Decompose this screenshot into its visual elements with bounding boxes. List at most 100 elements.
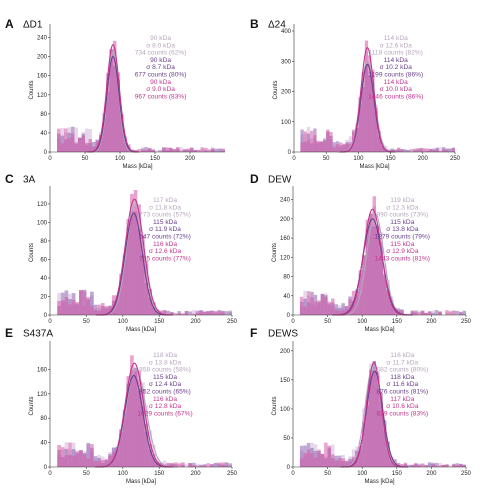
fit-annotation-sigma: σ 12.6 kDa bbox=[380, 42, 413, 49]
x-tick-label: 100 bbox=[118, 471, 129, 477]
histogram-bar bbox=[310, 131, 313, 152]
x-axis-label: Mass [kDa] bbox=[364, 327, 394, 333]
y-axis-label: Counts bbox=[273, 80, 279, 99]
histogram-bar bbox=[185, 464, 189, 467]
x-axis-label: Mass [kDa] bbox=[126, 327, 156, 333]
y-tick-label: 80 bbox=[283, 275, 290, 281]
histogram-bar bbox=[331, 299, 334, 315]
panel-title: ΔD1 bbox=[23, 20, 43, 31]
histogram-bar bbox=[438, 312, 441, 315]
panel-letter: B bbox=[250, 17, 259, 31]
histogram-bar bbox=[211, 148, 215, 152]
y-tick-label: 120 bbox=[37, 392, 48, 398]
x-tick-label: 200 bbox=[191, 471, 202, 477]
panel-letter: A bbox=[5, 17, 14, 31]
histogram-bar bbox=[90, 306, 94, 315]
histogram-bar bbox=[300, 297, 303, 315]
histogram-bar bbox=[217, 463, 221, 467]
histogram-bar bbox=[421, 311, 424, 315]
y-tick-label: 80 bbox=[40, 416, 47, 422]
histogram-bar bbox=[410, 149, 413, 152]
fit-annotation-mass: 114 kDa bbox=[384, 79, 408, 86]
histogram-bar bbox=[75, 451, 79, 467]
x-tick-label: 250 bbox=[450, 156, 461, 162]
histogram-bar bbox=[61, 447, 65, 467]
histogram-bar bbox=[57, 445, 61, 467]
y-tick-label: 240 bbox=[280, 198, 291, 204]
x-tick-label: 0 bbox=[48, 471, 52, 477]
x-tick-label: 100 bbox=[357, 471, 368, 477]
fit-annotation-sigma: σ 12.4 kDa bbox=[149, 381, 182, 388]
y-tick-label: 240 bbox=[37, 36, 48, 42]
histogram-bar bbox=[169, 148, 173, 152]
histogram-bar bbox=[320, 141, 323, 152]
x-tick-label: 150 bbox=[392, 319, 403, 325]
fit-annotation-sigma: σ 10.2 kDa bbox=[380, 64, 413, 71]
panel-letter: E bbox=[5, 326, 13, 340]
panel-title: DEWS bbox=[268, 329, 298, 340]
histogram-bar bbox=[207, 312, 211, 315]
x-axis-label: Mass [kDa] bbox=[122, 164, 152, 170]
panel-b: B Δ24 0 50 100 150 200 250 0 100 200 300 400 Mass [kD… bbox=[250, 17, 461, 170]
panel-letter: D bbox=[250, 172, 259, 186]
panel-a: A ΔD10 50 100 150 20004080120160200240Mass [k… bbox=[5, 17, 225, 170]
histogram-bar bbox=[303, 453, 306, 467]
histogram-bar bbox=[339, 142, 342, 152]
histogram-bar bbox=[303, 307, 306, 315]
x-tick-label: 150 bbox=[154, 471, 165, 477]
fit-annotation-sigma: σ 11.9 kDa bbox=[149, 226, 181, 233]
panel-d: D DEW0 50 100 150 200 25004080120160200240Mass… bbox=[250, 172, 472, 333]
histogram-bar bbox=[418, 312, 421, 315]
histogram-bar bbox=[210, 464, 214, 467]
histogram-bar bbox=[442, 465, 445, 467]
fit-annotation-counts: 1446 counts (86%) bbox=[368, 93, 423, 100]
histogram-bar bbox=[218, 149, 222, 152]
histogram-bar bbox=[65, 455, 69, 467]
histogram-bar bbox=[214, 463, 218, 467]
x-tick-label: 100 bbox=[118, 319, 129, 325]
x-tick-label: 0 bbox=[292, 156, 296, 162]
fit-annotation-counts: 734 counts (62%) bbox=[135, 50, 187, 57]
histogram-bar bbox=[228, 463, 232, 467]
y-tick-label: 0 bbox=[287, 313, 291, 319]
y-tick-label: 400 bbox=[281, 29, 292, 35]
y-tick-label: 160 bbox=[37, 367, 48, 373]
histogram-bar bbox=[173, 149, 177, 152]
histogram-bar bbox=[310, 297, 313, 315]
histogram-bar bbox=[225, 311, 229, 315]
fit-annotation-counts: 547 counts (72%) bbox=[139, 234, 191, 241]
y-tick-label: 160 bbox=[37, 74, 48, 80]
histogram-bar bbox=[57, 129, 61, 152]
histogram-bar bbox=[436, 150, 439, 152]
x-tick-label: 200 bbox=[426, 319, 437, 325]
histogram-bar bbox=[414, 312, 417, 315]
histogram-bar bbox=[341, 458, 344, 467]
histogram-bar bbox=[335, 461, 338, 467]
histogram-bar bbox=[310, 453, 313, 467]
panel-f: F DEWS 0 50 100 150 200 250 0 50 100 150 200 Mass [kD… bbox=[250, 326, 472, 485]
x-axis-label: Mass [kDa] bbox=[359, 164, 389, 170]
histogram-bar bbox=[162, 148, 166, 152]
fit-annotation-mass: 116 kDa bbox=[153, 396, 177, 403]
y-axis-label: Counts bbox=[272, 396, 278, 415]
histogram-bar bbox=[326, 130, 329, 152]
histogram-bar bbox=[89, 139, 93, 152]
fit-annotation-sigma: σ 12.8 kDa bbox=[149, 403, 182, 410]
histogram-bar bbox=[449, 311, 452, 315]
histogram-bar bbox=[65, 297, 69, 315]
histogram-bar bbox=[208, 150, 212, 152]
histogram-bar bbox=[222, 149, 226, 152]
histogram-bar bbox=[313, 135, 316, 152]
fit-annotation-counts: 1443 counts (81%) bbox=[375, 255, 430, 262]
fit-annotation-sigma: σ 12.6 kDa bbox=[149, 248, 182, 255]
fit-annotation-mass: 119 kDa bbox=[390, 197, 414, 204]
histogram-bar bbox=[314, 302, 317, 315]
x-tick-label: 200 bbox=[426, 471, 437, 477]
x-tick-label: 50 bbox=[324, 319, 331, 325]
histogram-bar bbox=[463, 311, 466, 315]
fit-annotation-counts: 1279 counts (79%) bbox=[375, 234, 430, 241]
histogram-bar bbox=[177, 463, 181, 467]
histogram-bar bbox=[421, 464, 424, 467]
x-tick-label: 50 bbox=[83, 319, 90, 325]
x-tick-label: 50 bbox=[324, 471, 331, 477]
